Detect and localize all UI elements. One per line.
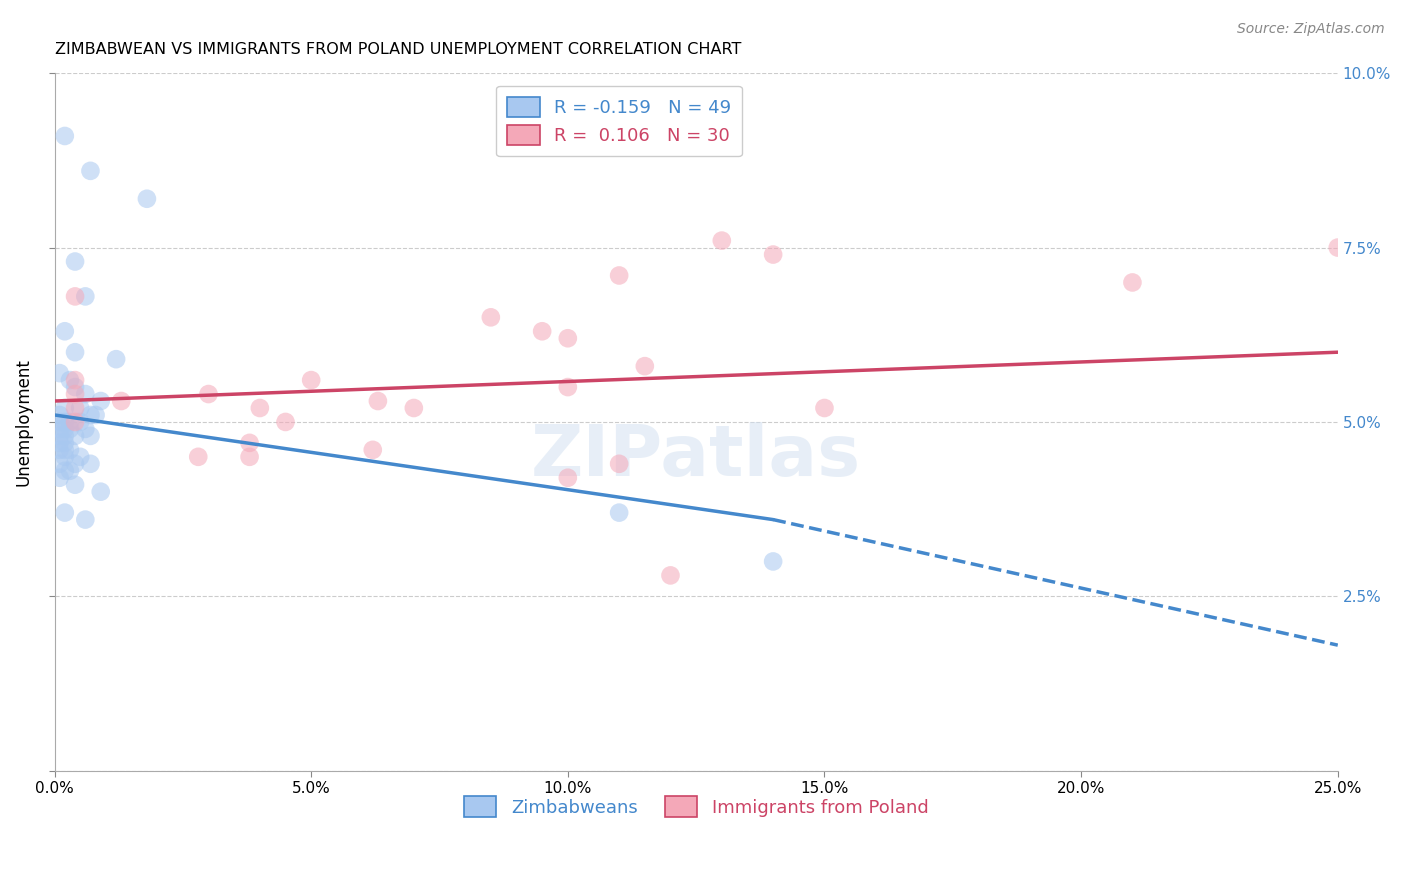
Point <box>59 442 82 457</box>
Point <box>367 394 389 409</box>
Point <box>63 415 86 429</box>
Point <box>361 442 384 457</box>
Point <box>1326 241 1348 255</box>
Point <box>53 464 76 478</box>
Text: ZIPatlas: ZIPatlas <box>531 422 862 491</box>
Point <box>48 366 70 380</box>
Point <box>63 373 86 387</box>
Point <box>48 429 70 443</box>
Point <box>531 324 554 338</box>
Point <box>79 457 101 471</box>
Point <box>53 415 76 429</box>
Text: ZIMBABWEAN VS IMMIGRANTS FROM POLAND UNEMPLOYMENT CORRELATION CHART: ZIMBABWEAN VS IMMIGRANTS FROM POLAND UNE… <box>55 42 741 57</box>
Point <box>63 429 86 443</box>
Point <box>110 394 132 409</box>
Point <box>187 450 209 464</box>
Point <box>659 568 682 582</box>
Point <box>557 331 579 345</box>
Text: Source: ZipAtlas.com: Source: ZipAtlas.com <box>1237 22 1385 37</box>
Point <box>48 435 70 450</box>
Point <box>48 408 70 422</box>
Point <box>53 450 76 464</box>
Point <box>48 415 70 429</box>
Point <box>75 422 97 436</box>
Point <box>75 387 97 401</box>
Point <box>69 401 91 415</box>
Point <box>63 401 86 415</box>
Point <box>53 442 76 457</box>
Point <box>274 415 297 429</box>
Point <box>402 401 425 415</box>
Point <box>75 289 97 303</box>
Point <box>53 324 76 338</box>
Point <box>197 387 219 401</box>
Point <box>710 234 733 248</box>
Point <box>90 484 112 499</box>
Point <box>607 268 630 283</box>
Point <box>79 164 101 178</box>
Point <box>135 192 157 206</box>
Point <box>53 429 76 443</box>
Point <box>239 450 262 464</box>
Point <box>53 128 76 143</box>
Point <box>53 401 76 415</box>
Point <box>63 254 86 268</box>
Point <box>48 442 70 457</box>
Point <box>53 506 76 520</box>
Point <box>63 345 86 359</box>
Point <box>557 380 579 394</box>
Point <box>63 477 86 491</box>
Point <box>813 401 835 415</box>
Point <box>48 457 70 471</box>
Point <box>59 422 82 436</box>
Point <box>634 359 657 373</box>
Point <box>79 408 101 422</box>
Point <box>63 380 86 394</box>
Point <box>607 457 630 471</box>
Point <box>53 422 76 436</box>
Point <box>84 408 107 422</box>
Point <box>59 373 82 387</box>
Point <box>63 289 86 303</box>
Point <box>59 415 82 429</box>
Point <box>105 352 128 367</box>
Point <box>48 422 70 436</box>
Point <box>53 435 76 450</box>
Point <box>1121 276 1143 290</box>
Point <box>48 471 70 485</box>
Point <box>249 401 271 415</box>
Point <box>63 457 86 471</box>
Point <box>607 506 630 520</box>
Point <box>69 415 91 429</box>
Y-axis label: Unemployment: Unemployment <box>15 358 32 486</box>
Point <box>762 247 785 261</box>
Point <box>90 394 112 409</box>
Point <box>299 373 322 387</box>
Point <box>59 464 82 478</box>
Legend: Zimbabweans, Immigrants from Poland: Zimbabweans, Immigrants from Poland <box>457 789 935 824</box>
Point <box>75 513 97 527</box>
Point <box>69 450 91 464</box>
Point <box>63 387 86 401</box>
Point <box>762 554 785 568</box>
Point <box>557 471 579 485</box>
Point <box>479 310 502 325</box>
Point <box>239 435 262 450</box>
Point <box>79 429 101 443</box>
